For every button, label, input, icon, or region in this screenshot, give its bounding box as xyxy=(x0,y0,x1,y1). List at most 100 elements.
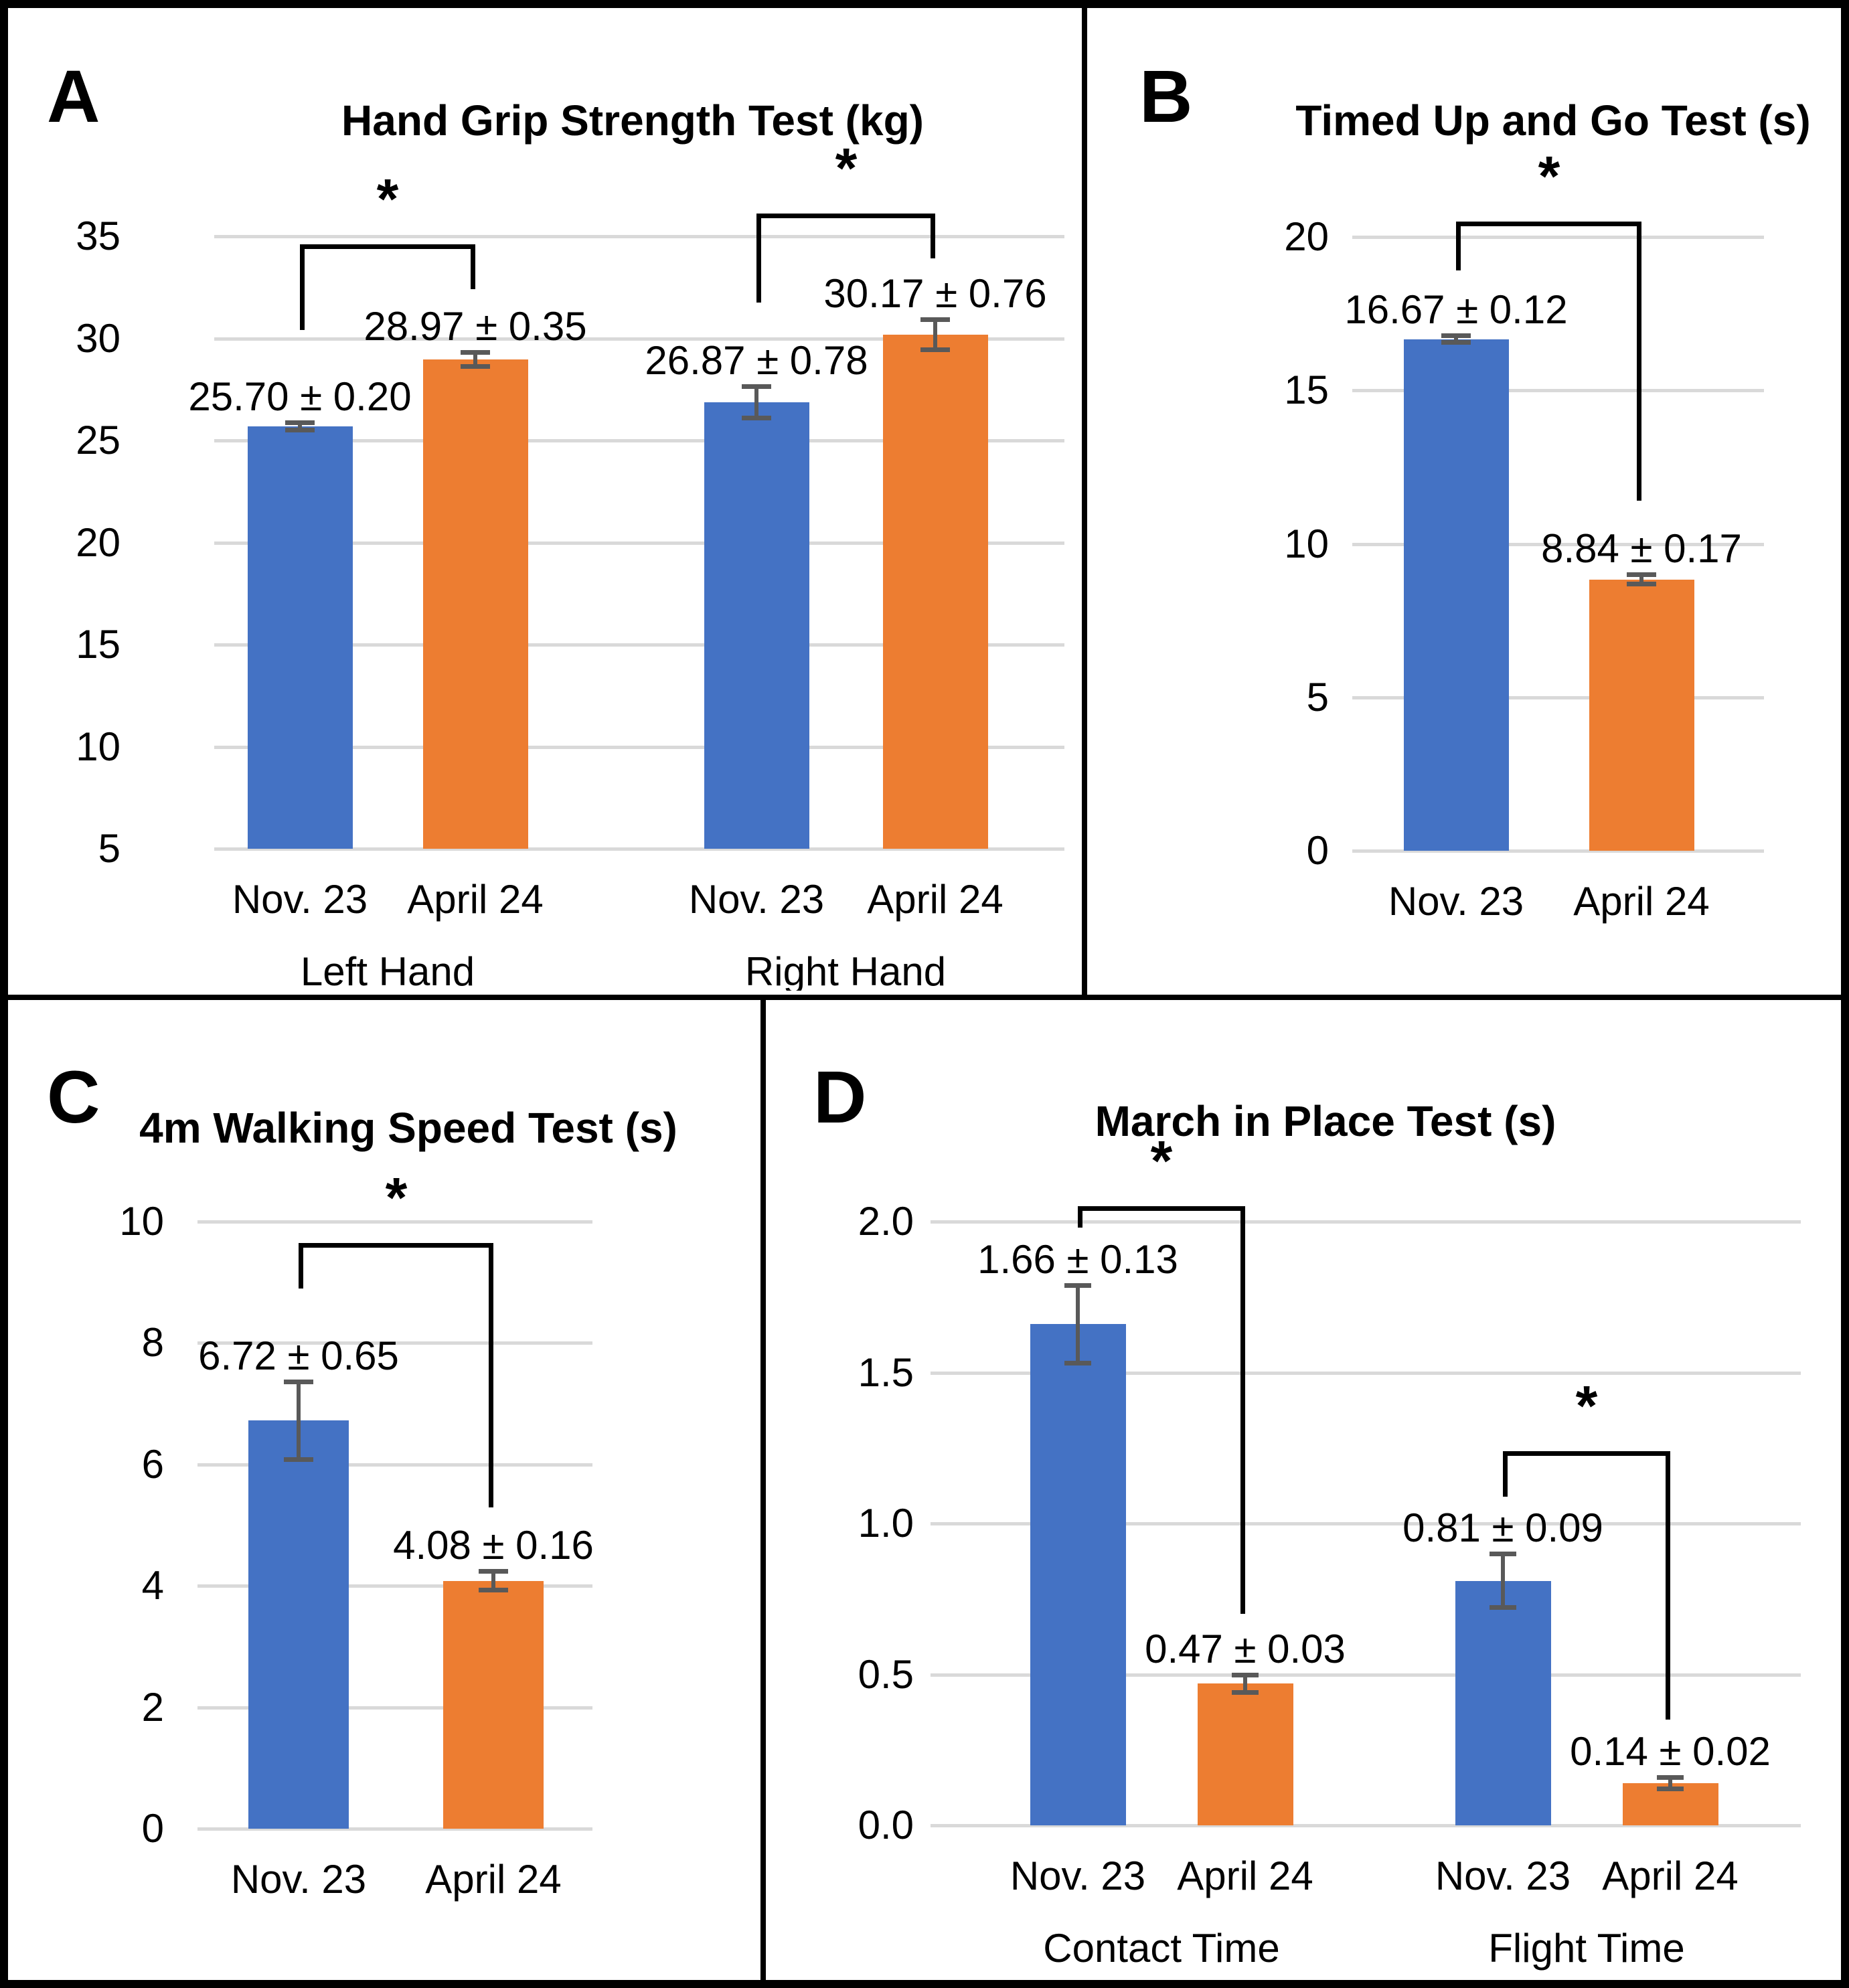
error-bar-cap xyxy=(284,1380,313,1384)
error-bar-cap xyxy=(742,384,771,389)
y-tick-label: 8 xyxy=(141,1320,164,1365)
error-bar-cap xyxy=(1441,333,1471,338)
gridline xyxy=(197,1220,592,1224)
error-bar xyxy=(1243,1675,1247,1693)
significance-bracket-left-leg xyxy=(1503,1451,1508,1497)
significance-bracket-top xyxy=(1503,1451,1670,1456)
error-bar-cap xyxy=(1627,582,1656,586)
gridline xyxy=(1352,849,1764,853)
panel-letter: C xyxy=(47,1056,100,1139)
value-label: 25.70 ± 0.20 xyxy=(188,374,412,419)
gridline xyxy=(931,1220,1801,1224)
group-label: Right Hand xyxy=(744,949,947,991)
significance-bracket-right-leg xyxy=(1240,1206,1245,1614)
error-bar-cap xyxy=(1657,1775,1684,1780)
y-tick-label: 20 xyxy=(1284,214,1329,259)
x-tick-label: Nov. 23 xyxy=(232,877,368,922)
significance-bracket-left-leg xyxy=(300,244,305,330)
error-bar xyxy=(473,352,477,366)
error-bar xyxy=(491,1571,495,1590)
significance-star: * xyxy=(1150,1129,1173,1192)
significance-bracket-right-leg xyxy=(1637,222,1641,501)
value-label: 8.84 ± 0.17 xyxy=(1541,526,1742,571)
y-tick-label: 1.0 xyxy=(858,1501,914,1546)
gridline xyxy=(214,542,1064,545)
gridline xyxy=(931,1522,1801,1525)
error-bar-cap xyxy=(1232,1673,1259,1677)
x-tick-label: Nov. 23 xyxy=(1388,879,1524,924)
error-bar-cap xyxy=(742,416,771,420)
significance-bracket-right-leg xyxy=(931,214,935,258)
error-bar-cap xyxy=(461,350,490,355)
x-tick-label: April 24 xyxy=(1573,879,1710,924)
panel-letter: D xyxy=(813,1056,867,1139)
y-tick-label: 0 xyxy=(141,1806,164,1851)
panel-A: A Hand Grip Strength Test (kg) 35 30 25 20 1… xyxy=(7,7,1078,991)
value-label: 0.14 ± 0.02 xyxy=(1570,1729,1771,1774)
y-tick-label: 10 xyxy=(76,724,120,769)
y-tick-label: 0.0 xyxy=(858,1803,914,1847)
bar xyxy=(248,426,353,849)
significance-bracket-left-leg xyxy=(1078,1206,1082,1228)
bar xyxy=(423,359,528,849)
gridline xyxy=(197,1827,592,1831)
y-tick-label: 10 xyxy=(1284,521,1329,566)
error-bar xyxy=(1454,335,1458,343)
significance-bracket-top xyxy=(756,214,935,218)
significance-bracket-left-leg xyxy=(756,214,761,303)
error-bar xyxy=(297,1382,301,1461)
y-tick-label: 2 xyxy=(141,1685,164,1730)
x-tick-label: April 24 xyxy=(1177,1853,1313,1898)
y-tick-label: 0 xyxy=(1306,828,1329,873)
value-label: 28.97 ± 0.35 xyxy=(364,304,587,349)
gridline xyxy=(214,439,1064,442)
bar xyxy=(1589,580,1694,851)
x-tick-label: Nov. 23 xyxy=(230,1857,367,1902)
error-bar xyxy=(1668,1777,1672,1789)
significance-bracket-right-leg xyxy=(1666,1451,1670,1720)
significance-bracket-right-leg xyxy=(471,244,475,289)
error-bar-cap xyxy=(461,364,490,369)
panel-letter: A xyxy=(47,56,100,138)
gridline xyxy=(214,847,1064,851)
value-label: 26.87 ± 0.78 xyxy=(645,338,868,383)
panel-title: 4m Walking Speed Test (s) xyxy=(139,1104,677,1152)
error-bar-cap xyxy=(284,1457,313,1462)
gridline xyxy=(1352,389,1764,392)
gridline xyxy=(1352,696,1764,699)
gridline xyxy=(197,1341,592,1345)
significance-star: * xyxy=(376,167,399,230)
y-tick-label: 30 xyxy=(76,316,120,361)
y-tick-label: 10 xyxy=(119,1199,164,1244)
significance-star: * xyxy=(835,137,858,199)
gridline xyxy=(197,1584,592,1588)
panel-divider-vertical-top xyxy=(1082,0,1087,1000)
error-bar-cap xyxy=(479,1588,508,1592)
significance-bracket-top xyxy=(299,1243,493,1248)
significance-bracket-top xyxy=(1078,1206,1245,1211)
gridline xyxy=(214,337,1064,341)
group-label: Flight Time xyxy=(1488,1926,1685,1971)
bar xyxy=(1030,1324,1126,1825)
y-tick-label: 5 xyxy=(98,826,120,871)
plot-area: 20 15 10 5 0 16.67 ± 0.12 Nov. 23 8.84 ± 0.17 Ap… xyxy=(1091,7,1841,991)
panel-title: Timed Up and Go Test (s) xyxy=(1295,96,1811,145)
y-tick-label: 0.5 xyxy=(858,1652,914,1697)
error-bar-cap xyxy=(1627,572,1656,577)
error-bar xyxy=(298,422,302,430)
value-label: 0.81 ± 0.09 xyxy=(1402,1505,1603,1550)
value-label: 6.72 ± 0.65 xyxy=(198,1333,399,1378)
panel-D: D March in Place Test (s) 2.0 1.5 1.0 0.5 0.… xyxy=(770,1004,1841,1980)
error-bar xyxy=(1639,574,1643,585)
bar xyxy=(248,1420,349,1829)
error-bar-cap xyxy=(920,347,950,352)
error-bar-cap xyxy=(285,428,315,432)
bar xyxy=(883,335,988,849)
error-bar-cap xyxy=(1490,1552,1516,1556)
gridline xyxy=(197,1706,592,1710)
error-bar-cap xyxy=(1064,1361,1091,1365)
bar xyxy=(443,1581,544,1829)
x-tick-label: Nov. 23 xyxy=(688,877,825,922)
error-bar-cap xyxy=(920,317,950,322)
